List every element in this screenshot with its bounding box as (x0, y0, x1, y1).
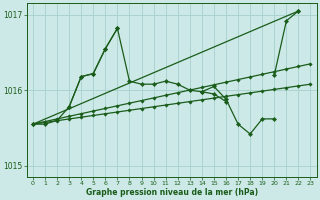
X-axis label: Graphe pression niveau de la mer (hPa): Graphe pression niveau de la mer (hPa) (86, 188, 258, 197)
